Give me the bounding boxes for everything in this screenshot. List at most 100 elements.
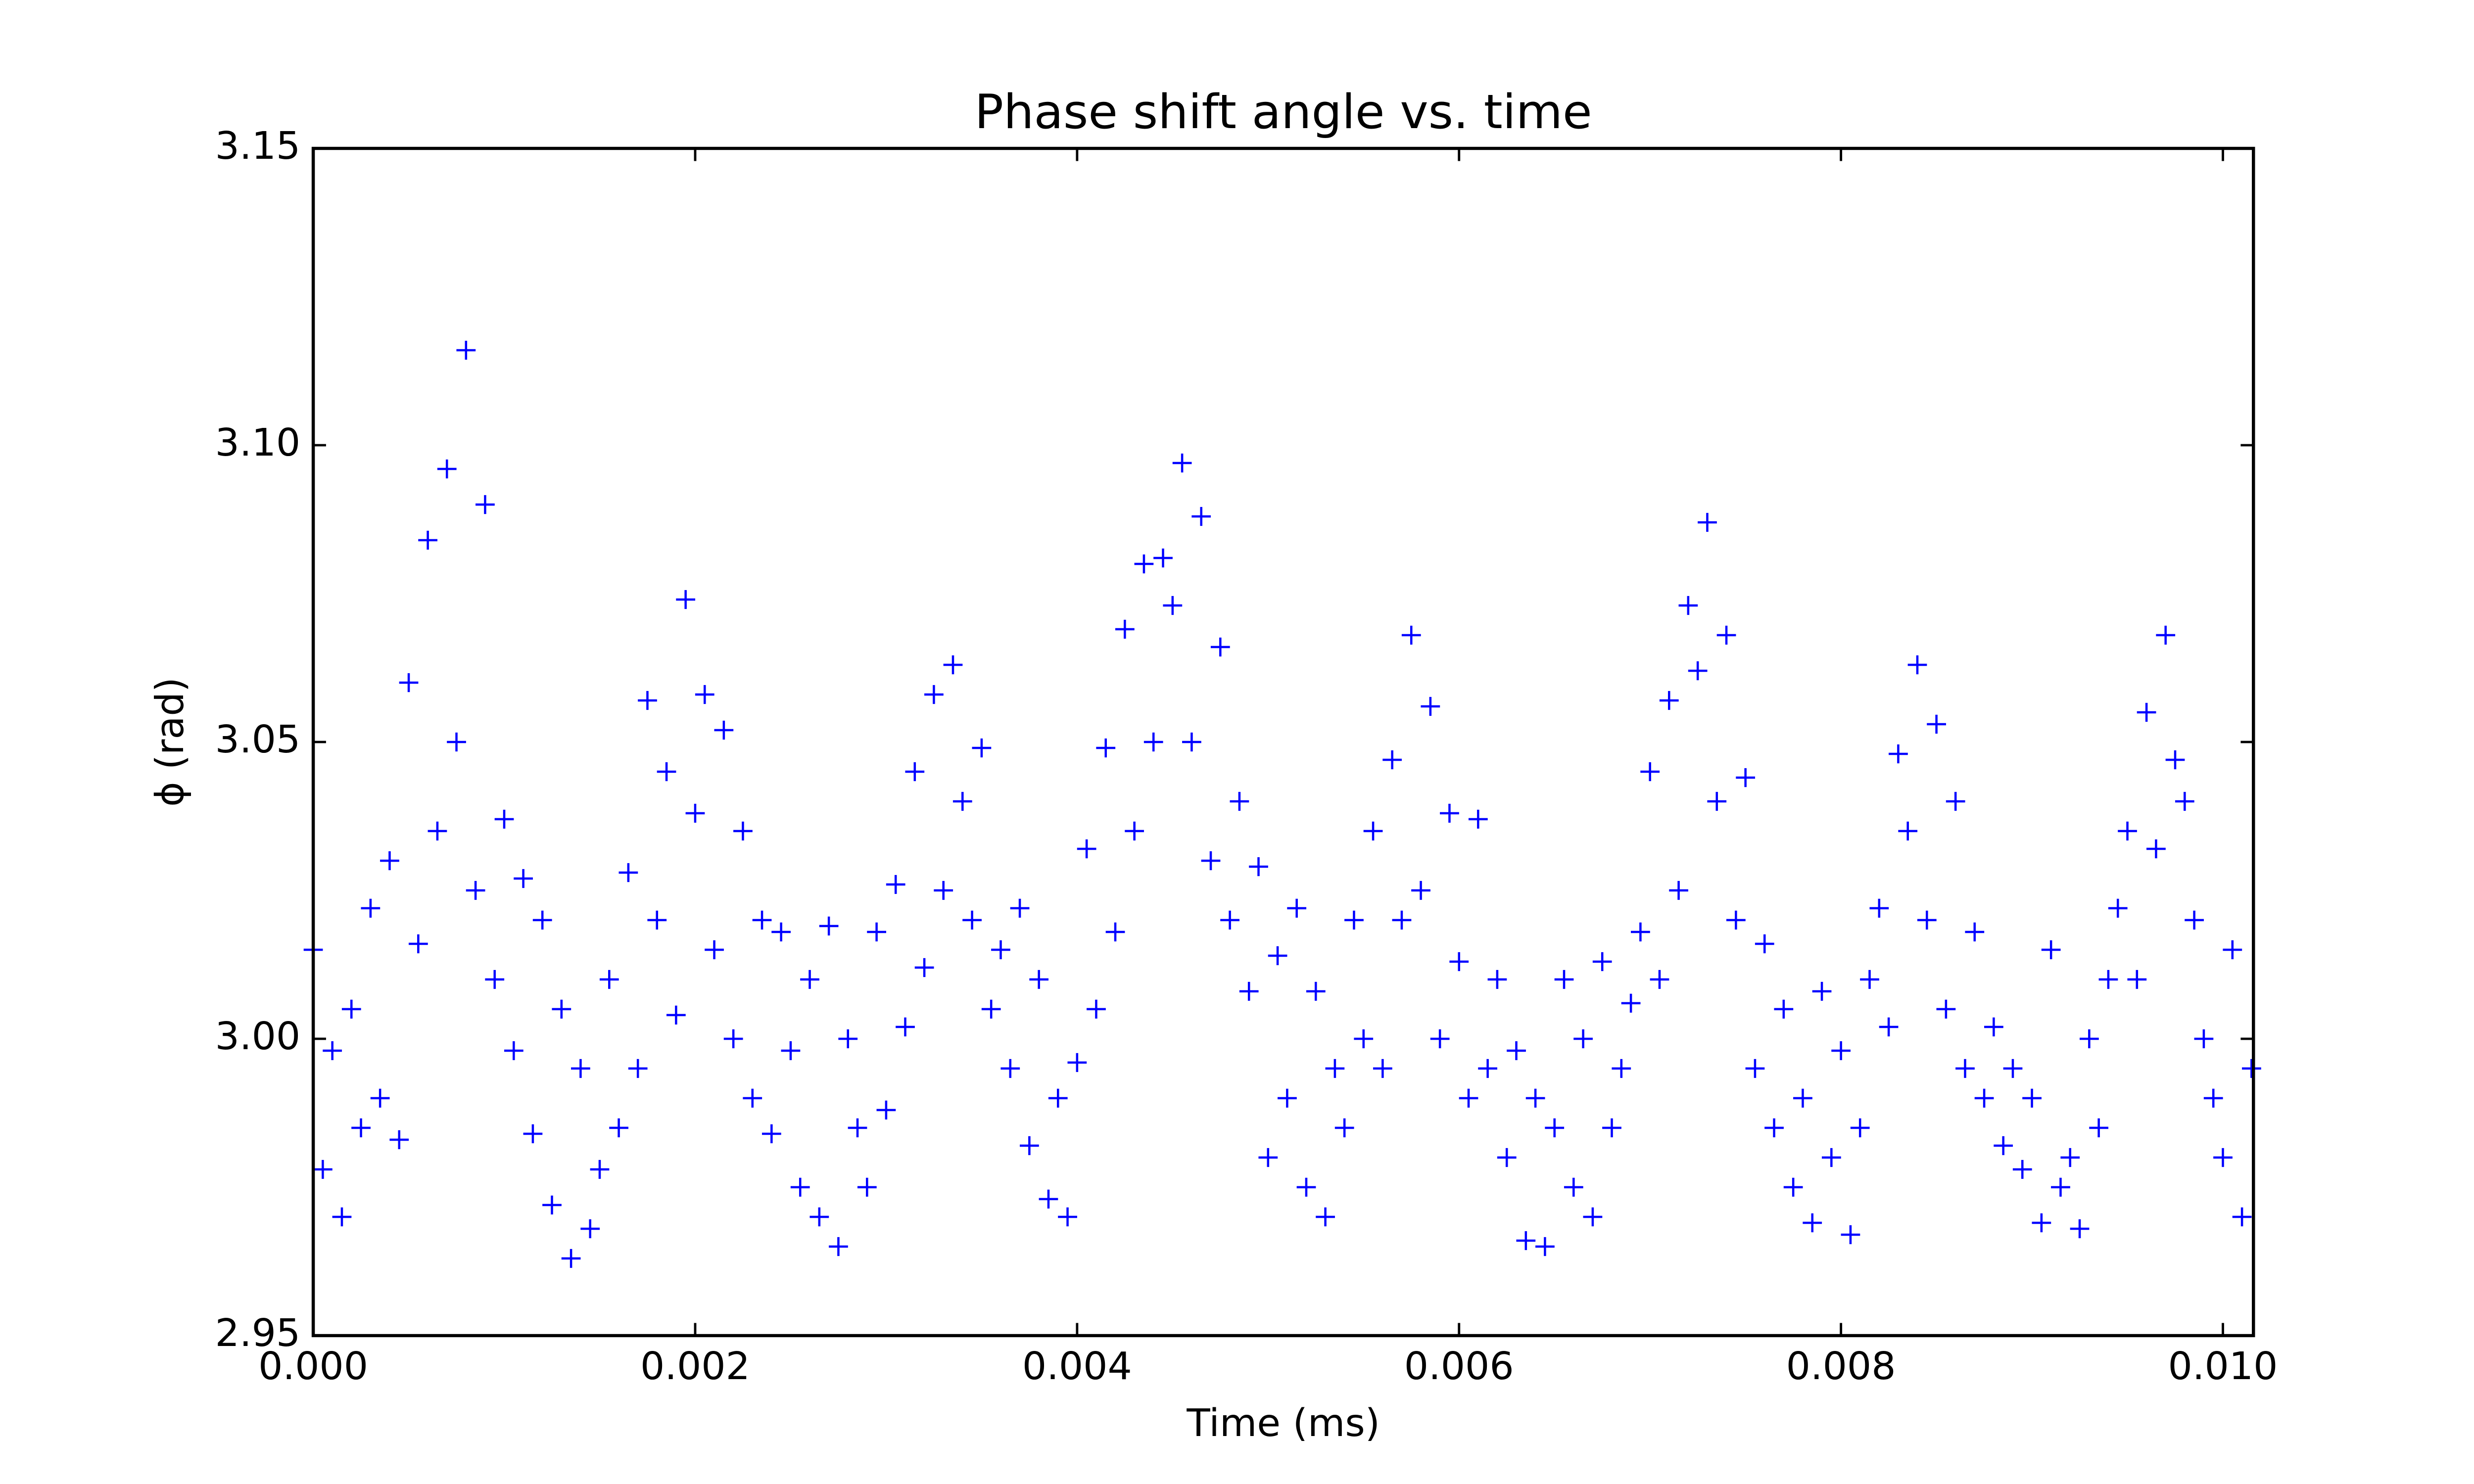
- data-point: [723, 1029, 743, 1049]
- data-point: [1239, 981, 1259, 1001]
- data-point: [666, 1005, 686, 1025]
- data-point: [1058, 1207, 1077, 1227]
- data-point: [1029, 970, 1049, 989]
- data-point: [1831, 1041, 1851, 1061]
- data-point: [1573, 1029, 1593, 1049]
- data-point: [1258, 1148, 1278, 1167]
- data-point: [705, 940, 724, 960]
- data-point: [532, 910, 552, 930]
- data-point: [1411, 881, 1430, 900]
- data-point: [1898, 821, 1918, 841]
- data-point: [1602, 1118, 1621, 1138]
- data-point: [1917, 910, 1937, 930]
- data-point: [2203, 1088, 2223, 1108]
- data-point: [2022, 1088, 2042, 1108]
- data-point: [1268, 946, 1287, 966]
- data-point: [1774, 999, 1794, 1019]
- data-point: [1630, 922, 1650, 942]
- data-point: [1392, 910, 1412, 930]
- data-point: [399, 673, 419, 693]
- data-point: [1764, 1118, 1784, 1138]
- data-point: [2175, 791, 2194, 811]
- data-point: [2051, 1177, 2070, 1197]
- data-point: [1421, 696, 1440, 716]
- data-point: [1994, 1136, 2013, 1156]
- data-point: [323, 1041, 342, 1061]
- x-tick-label: 0.002: [640, 1344, 750, 1388]
- x-tick-label: 0.004: [1022, 1344, 1132, 1388]
- data-point: [905, 762, 925, 782]
- x-axis-label: Time (ms): [1186, 1401, 1380, 1445]
- data-point: [1048, 1088, 1068, 1108]
- data-point: [1230, 791, 1249, 811]
- data-point: [972, 738, 992, 758]
- data-point: [1497, 1148, 1517, 1167]
- data-point: [867, 922, 886, 942]
- data-point: [1936, 999, 1956, 1019]
- data-point: [1841, 1225, 1860, 1245]
- data-point: [1449, 952, 1469, 972]
- y-tick-label: 3.05: [215, 717, 301, 761]
- data-point: [848, 1118, 867, 1138]
- data-point: [1067, 1053, 1087, 1072]
- data-point: [1182, 732, 1201, 752]
- data-point: [571, 1059, 590, 1078]
- data-point: [771, 922, 791, 942]
- data-point: [1430, 1029, 1450, 1049]
- data-point: [1535, 1237, 1555, 1256]
- data-point: [1621, 993, 1641, 1013]
- data-point: [1105, 922, 1125, 942]
- data-point: [790, 1177, 810, 1197]
- data-point: [857, 1177, 877, 1197]
- data-point: [800, 970, 819, 989]
- data-point: [2213, 1148, 2233, 1167]
- data-point: [991, 940, 1010, 960]
- data-point: [2146, 839, 2166, 859]
- data-point: [1726, 910, 1746, 930]
- data-point: [1525, 1088, 1545, 1108]
- data-point: [1783, 1177, 1803, 1197]
- data-point: [962, 910, 982, 930]
- data-point: [1000, 1059, 1020, 1078]
- data-point: [1468, 809, 1488, 829]
- data-point: [599, 970, 619, 989]
- data-point: [1478, 1059, 1498, 1078]
- data-point: [1860, 970, 1879, 989]
- data-point: [914, 958, 934, 977]
- data-point: [2060, 1148, 2080, 1167]
- data-point: [2003, 1059, 2023, 1078]
- data-point: [1927, 714, 1946, 734]
- data-point: [494, 809, 514, 829]
- data-point: [1278, 1088, 1297, 1108]
- data-point: [1564, 1177, 1583, 1197]
- data-point: [924, 685, 944, 704]
- data-point: [1974, 1088, 1994, 1108]
- x-tick-label: 0.000: [258, 1344, 368, 1388]
- data-point: [609, 1118, 628, 1138]
- data-point: [1879, 1017, 1899, 1037]
- data-point: [1401, 625, 1421, 645]
- data-point: [1249, 857, 1268, 877]
- data-point: [714, 720, 734, 740]
- data-point: [1755, 934, 1774, 954]
- data-point: [1869, 898, 1889, 918]
- data-point: [1440, 803, 1459, 823]
- data-point: [1545, 1118, 1565, 1138]
- data-point: [752, 910, 772, 930]
- data-point: [2127, 970, 2147, 989]
- data-point: [1516, 1231, 1536, 1251]
- data-point: [1716, 625, 1736, 645]
- data-point: [1220, 910, 1239, 930]
- data-point: [1019, 1136, 1039, 1156]
- data-point: [351, 1118, 371, 1138]
- data-point: [1344, 910, 1364, 930]
- data-point: [313, 1159, 333, 1179]
- data-point: [1125, 821, 1144, 841]
- data-point: [1210, 637, 1230, 657]
- data-point: [2185, 910, 2204, 930]
- data-point: [542, 1195, 562, 1215]
- data-point: [1039, 1189, 1058, 1209]
- data-point: [1010, 898, 1030, 918]
- data-point: [408, 934, 428, 954]
- data-point: [1172, 453, 1192, 473]
